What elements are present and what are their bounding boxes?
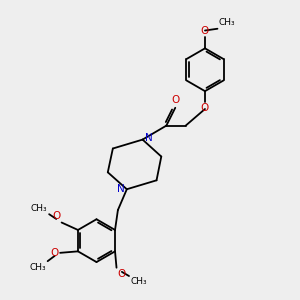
Text: CH₃: CH₃	[30, 204, 47, 213]
Text: CH₃: CH₃	[219, 18, 236, 27]
Text: N: N	[145, 133, 152, 143]
Text: O: O	[51, 248, 59, 258]
Text: O: O	[201, 26, 209, 36]
Text: O: O	[117, 269, 125, 279]
Text: CH₃: CH₃	[130, 277, 147, 286]
Text: O: O	[172, 95, 180, 105]
Text: N: N	[117, 184, 125, 194]
Text: O: O	[52, 211, 60, 221]
Text: O: O	[201, 103, 209, 113]
Text: CH₃: CH₃	[29, 263, 46, 272]
